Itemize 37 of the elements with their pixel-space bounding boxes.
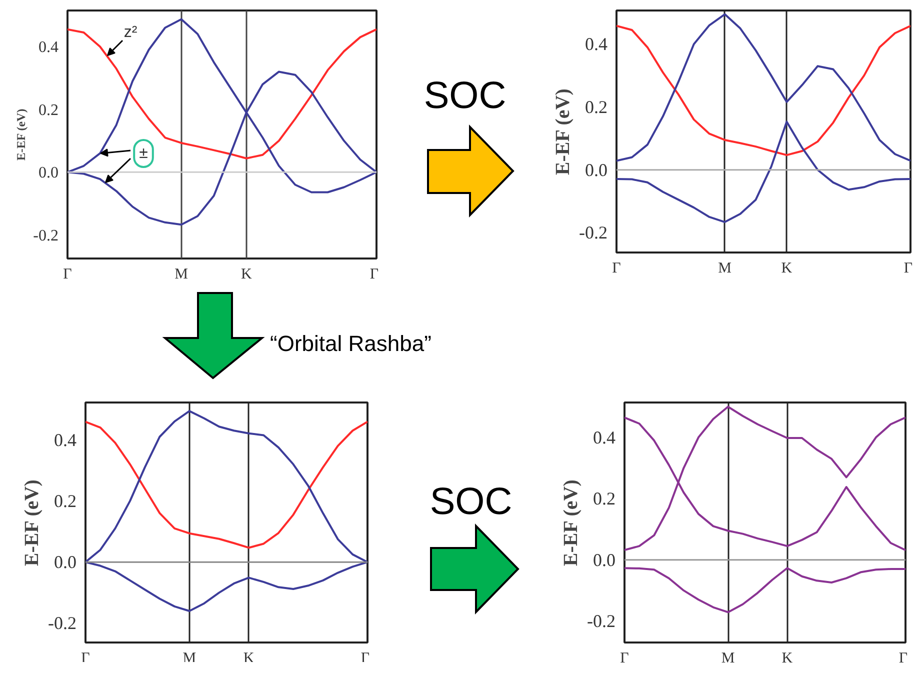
y-tick-label: -0.2 [579,222,608,243]
x-tick-label: M [174,266,188,282]
x-tick-label: Γ [898,650,908,666]
y-axis-title: E-EF (eV) [14,108,28,161]
x-tick-label: M [718,260,732,276]
x-tick-label: K [781,260,792,276]
x-tick-label: M [721,650,735,666]
y-tick-label: 0.4 [593,427,616,448]
y-tick-label: 0.2 [585,96,608,117]
text: SOC [430,481,512,523]
x-tick-label: Γ [612,260,622,276]
y-tick-label: 0.2 [38,102,58,119]
text: “Orbital Rashba” [270,330,432,356]
annotation: z² [124,24,138,41]
y-tick-label: 0.2 [593,488,616,509]
y-axis-title: E-EF (eV) [21,480,44,566]
y-tick-label: 0.0 [54,552,76,572]
x-tick-label: Γ [904,260,913,276]
y-tick-label: -0.2 [587,611,616,632]
x-tick-label: K [240,266,252,282]
y-tick-label: 0.0 [585,160,608,180]
x-tick-label: K [782,650,793,666]
y-tick-label: 0.2 [54,490,76,511]
text: SOC [424,75,506,117]
annotation: ± [139,145,148,162]
y-axis-title: E-EF (eV) [560,480,582,566]
x-tick-label: Γ [620,650,630,666]
y-tick-label: 0.0 [38,164,58,182]
y-tick-label: -0.2 [48,613,77,634]
y-tick-label: 0.4 [38,39,58,56]
y-tick-label: 0.4 [585,34,608,54]
y-tick-label: -0.2 [33,227,58,244]
y-axis-title: E-EF (eV) [552,88,574,176]
x-tick-label: Γ [63,266,72,282]
y-tick-label: 0.4 [54,430,76,450]
y-tick-label: 0.0 [593,550,616,570]
x-tick-label: Γ [370,266,379,282]
